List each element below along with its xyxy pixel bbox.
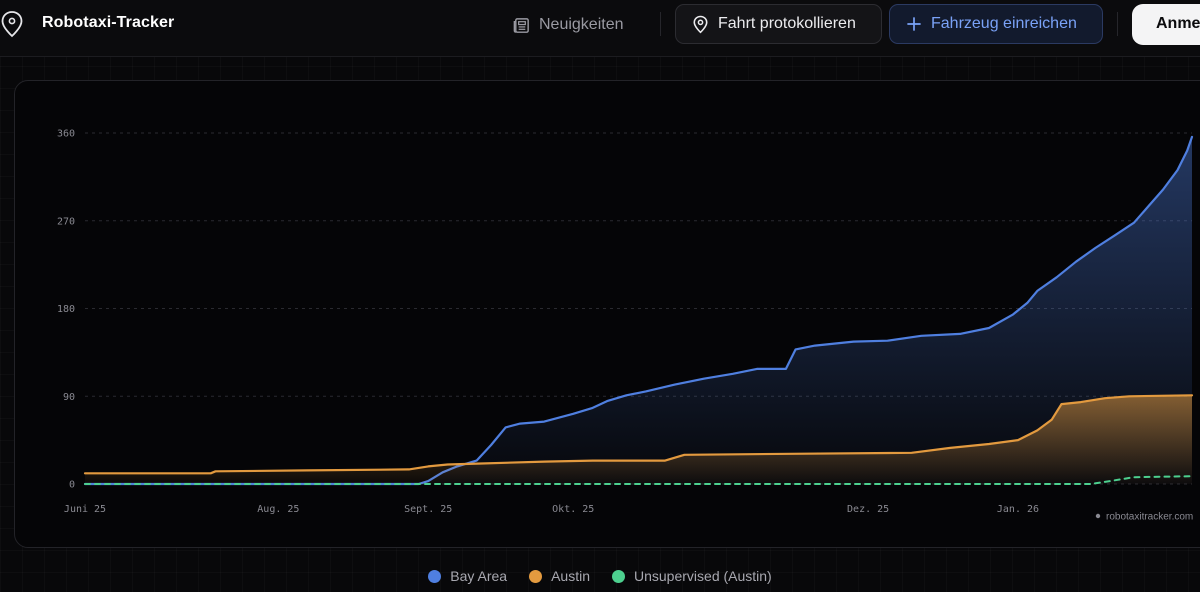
series-area-austin [85, 395, 1192, 484]
x-tick-label: Sept. 25 [404, 504, 452, 515]
y-tick-label: 270 [57, 216, 75, 227]
x-axis-ticks: Juni 25 Aug. 25 Sept. 25 Okt. 25 Dez. 25 Jan.… [64, 504, 1039, 515]
nav-link-news[interactable]: Neuigkeiten [512, 13, 624, 37]
login-button[interactable]: Anme [1132, 4, 1200, 45]
nav-divider [1117, 12, 1118, 36]
x-tick-label: Jan. 26 [997, 504, 1039, 515]
legend-dot-bay-area [428, 569, 442, 583]
legend-item-austin[interactable]: Austin [529, 566, 590, 586]
y-tick-label: 180 [57, 304, 75, 315]
plus-icon [907, 17, 921, 31]
series-layer [83, 135, 1194, 486]
y-tick-label: 360 [57, 129, 75, 140]
x-tick-label: Juni 25 [64, 504, 106, 515]
map-pin-logo-icon[interactable] [0, 10, 24, 38]
submit-vehicle-label: Fahrzeug einreichen [931, 15, 1077, 32]
y-tick-label: 0 [69, 480, 75, 491]
log-ride-button[interactable]: Fahrt protokollieren [675, 4, 882, 44]
legend-label-austin: Austin [551, 568, 590, 584]
map-pin-icon [693, 15, 708, 33]
legend-label-bay-area: Bay Area [450, 568, 508, 584]
legend-label-unsupervised: Unsupervised (Austin) [634, 568, 772, 584]
legend-dot-unsupervised [612, 569, 625, 583]
brand-name[interactable]: Robotaxi-Tracker [42, 14, 175, 31]
x-tick-label: Okt. 25 [552, 504, 594, 515]
legend-item-bay-area[interactable]: Bay Area [428, 566, 507, 586]
series-area-bay-area [85, 136, 1192, 484]
robotaxi-fleet-chart[interactable]: 0 90 180 270 360 Juni 25 Aug. 25 Sept. 25 Okt. … [0, 0, 1200, 560]
legend-dot-austin [529, 569, 543, 583]
x-tick-label: Dez. 25 [847, 504, 889, 515]
y-tick-label: 90 [63, 392, 75, 403]
newspaper-icon [513, 17, 529, 33]
submit-vehicle-button[interactable]: Fahrzeug einreichen [889, 4, 1103, 44]
legend-item-unsupervised[interactable]: Unsupervised (Austin) [612, 566, 772, 586]
series-line-bay-area [83, 135, 1194, 486]
watermark-dot [1095, 513, 1101, 519]
series-line-austin [83, 394, 1194, 475]
top-navbar: Robotaxi-Tracker Neuigkeiten Fahrt proto… [0, 0, 1200, 57]
log-ride-label: Fahrt protokollieren [718, 15, 856, 32]
x-tick-label: Aug. 25 [257, 504, 299, 515]
chart-legend: Bay Area Austin Unsupervised (Austin) [0, 566, 1200, 586]
chart-watermark: robotaxitracker.com [1106, 512, 1193, 523]
y-axis-ticks: 0 90 180 270 360 [57, 129, 75, 491]
series-line-unsupervised [84, 475, 1193, 485]
nav-divider [660, 12, 661, 36]
nav-news-label: Neuigkeiten [539, 16, 624, 33]
